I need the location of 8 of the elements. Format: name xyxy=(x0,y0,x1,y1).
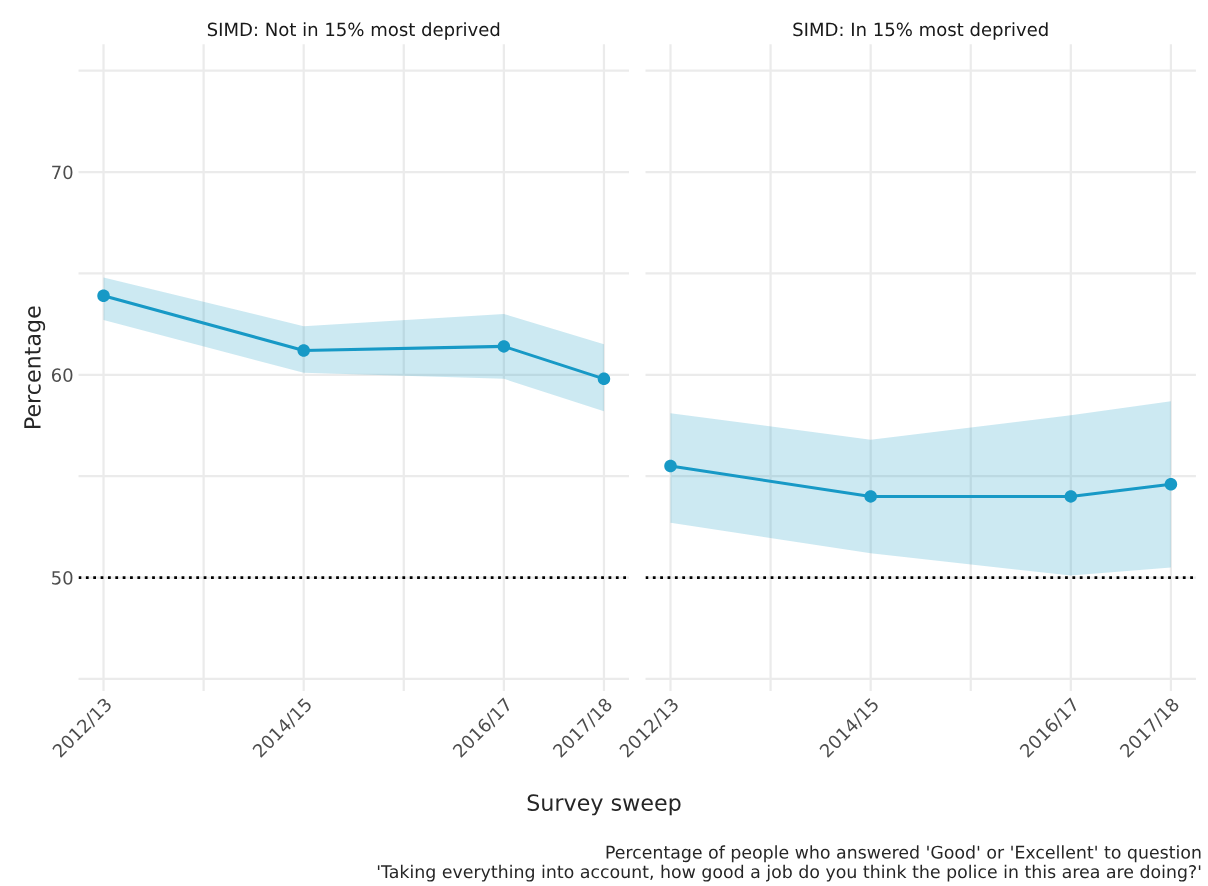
y-axis-title: Percentage xyxy=(24,306,46,428)
y-tick-label: 50 xyxy=(52,571,73,585)
y-tick-label: 70 xyxy=(52,165,73,180)
chart-title: SIMD: Not in 15% most deprived xyxy=(207,22,500,40)
x-axis-title: Survey sweep xyxy=(527,794,681,816)
y-tick-label: 60 xyxy=(51,368,73,382)
text: Percentage of people who answered 'Good' or 'Excellent' to question 'Taking everything into account, how good a job do you think the police in this area are doing?' xyxy=(377,845,1201,882)
chart-title: SIMD: In 15% most deprived xyxy=(793,22,1048,40)
